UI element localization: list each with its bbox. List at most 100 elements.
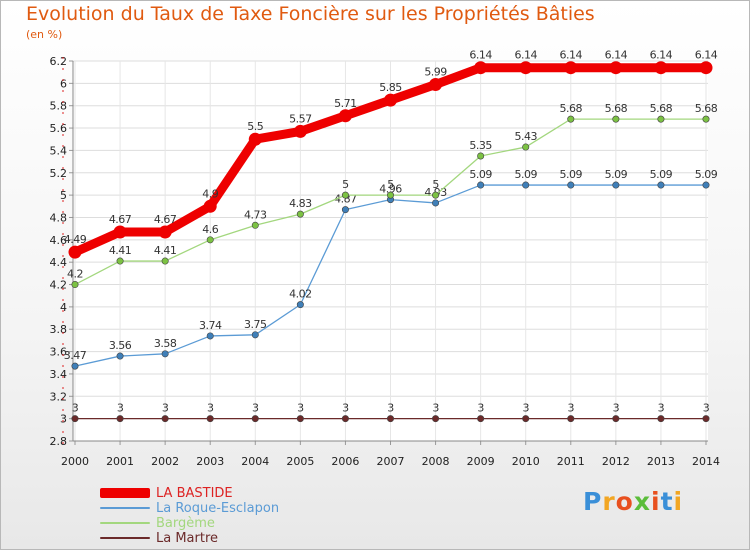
data-point-la-martre — [206, 415, 214, 423]
chart-title: Evolution du Taux de Taxe Foncière sur l… — [26, 3, 595, 25]
data-label-la-roque-esclapon: 3.74 — [199, 319, 222, 332]
data-point-bargeme — [341, 191, 349, 199]
x-tick-label: 2011 — [557, 455, 585, 468]
data-label-la-martre: 3 — [297, 402, 304, 415]
data-point-la-martre — [567, 415, 575, 423]
data-point-la-bastide — [158, 225, 172, 239]
legend-label: Bargème — [156, 516, 215, 531]
data-point-la-martre — [161, 415, 169, 423]
data-point-la-roque-esclapon — [251, 331, 259, 339]
data-point-la-martre — [657, 415, 665, 423]
data-point-bargeme — [206, 236, 214, 244]
data-label-bargeme: 5.43 — [514, 130, 537, 143]
data-point-la-bastide — [203, 199, 217, 213]
data-label-la-martre: 3 — [568, 402, 575, 415]
y-tick-label: 2.8 — [50, 435, 68, 448]
data-point-la-martre — [251, 415, 259, 423]
data-point-la-martre — [612, 415, 620, 423]
data-label-la-martre: 3 — [252, 402, 259, 415]
data-label-la-roque-esclapon: 3.58 — [154, 337, 177, 350]
legend-swatch — [100, 507, 150, 509]
data-point-bargeme — [702, 115, 710, 123]
y-tick-label: 3.2 — [50, 390, 68, 403]
data-point-bargeme — [296, 210, 304, 218]
data-label-bargeme: 5 — [432, 178, 439, 191]
logo-letter: P — [583, 487, 603, 516]
data-point-la-bastide — [699, 61, 713, 75]
data-label-bargeme: 5 — [342, 178, 349, 191]
legend-label: La Roque-Esclapon — [156, 501, 280, 516]
data-point-la-martre — [432, 415, 440, 423]
data-point-la-bastide — [384, 93, 397, 107]
data-point-bargeme — [567, 115, 575, 123]
data-label-la-martre: 3 — [72, 402, 79, 415]
data-label-bargeme: 4.41 — [109, 244, 132, 257]
data-label-la-roque-esclapon: 5.09 — [605, 168, 628, 181]
data-point-la-roque-esclapon — [432, 199, 440, 207]
data-point-la-bastide — [248, 132, 262, 146]
data-point-bargeme — [251, 221, 259, 229]
data-label-la-roque-esclapon: 5.09 — [650, 168, 673, 181]
x-tick-label: 2006 — [331, 455, 359, 468]
data-label-la-roque-esclapon: 3.75 — [244, 318, 267, 331]
legend-swatch — [100, 488, 150, 498]
data-label-la-roque-esclapon: 5.09 — [469, 168, 492, 181]
data-label-la-bastide: 6.14 — [469, 49, 492, 62]
y-tick-label: 4.6 — [50, 234, 68, 247]
data-point-la-bastide — [113, 225, 127, 239]
x-tick-label: 2014 — [692, 455, 720, 468]
data-point-la-bastide — [609, 61, 623, 75]
data-point-la-martre — [522, 415, 530, 423]
data-point-bargeme — [116, 257, 124, 265]
data-label-la-roque-esclapon: 3.47 — [64, 349, 87, 362]
data-label-la-martre: 3 — [522, 402, 529, 415]
data-point-la-martre — [702, 415, 710, 423]
data-label-la-roque-esclapon: 3.56 — [109, 339, 132, 352]
data-point-la-bastide — [564, 61, 578, 75]
line-chart: 2.833.23.43.63.844.24.44.64.855.25.45.65… — [50, 49, 721, 468]
y-tick-label: 5.2 — [50, 167, 68, 180]
data-label-bargeme: 5.68 — [560, 102, 583, 115]
y-tick-label: 4.2 — [50, 279, 68, 292]
x-tick-label: 2012 — [602, 455, 630, 468]
data-point-bargeme — [432, 191, 440, 199]
y-tick-label: 3 — [60, 413, 67, 426]
data-label-la-bastide: 6.14 — [695, 49, 718, 62]
data-label-la-bastide: 6.14 — [605, 49, 628, 62]
data-label-bargeme: 5.35 — [469, 139, 492, 152]
data-label-la-roque-esclapon: 4.87 — [334, 193, 357, 206]
y-tick-label: 4.8 — [50, 211, 68, 224]
data-point-la-roque-esclapon — [161, 350, 169, 358]
data-label-la-bastide: 5.57 — [289, 112, 312, 125]
data-point-bargeme — [477, 152, 485, 160]
data-point-la-roque-esclapon — [702, 181, 710, 189]
legend-swatch — [100, 522, 150, 524]
x-tick-label: 2002 — [151, 455, 179, 468]
data-label-la-roque-esclapon: 4.96 — [379, 183, 402, 196]
data-label-la-martre: 3 — [658, 402, 665, 415]
data-point-la-bastide — [429, 77, 443, 91]
data-point-bargeme — [657, 115, 665, 123]
y-tick-label: 4.4 — [50, 256, 68, 269]
y-tick-label: 3.8 — [50, 323, 68, 336]
legend-swatch — [100, 537, 150, 539]
data-point-la-martre — [296, 415, 304, 423]
data-point-la-roque-esclapon — [116, 352, 124, 360]
data-point-bargeme — [522, 143, 530, 151]
data-label-la-roque-esclapon: 5.09 — [514, 168, 537, 181]
data-label-la-bastide: 4.9 — [202, 187, 218, 200]
y-tick-label: 5.8 — [50, 100, 68, 113]
x-tick-label: 2004 — [241, 455, 269, 468]
data-point-la-roque-esclapon — [522, 181, 530, 189]
data-point-la-bastide — [338, 109, 352, 123]
data-label-bargeme: 4.6 — [202, 223, 218, 236]
logo-letter: t — [660, 487, 674, 516]
data-point-la-roque-esclapon — [567, 181, 575, 189]
data-point-la-roque-esclapon — [612, 181, 620, 189]
data-label-bargeme: 4.2 — [67, 268, 83, 281]
logo-letter: i — [651, 487, 661, 516]
data-label-bargeme: 4.83 — [289, 197, 312, 210]
data-label-la-martre: 3 — [477, 402, 484, 415]
data-label-la-bastide: 4.49 — [64, 233, 87, 246]
y-tick-label: 3.4 — [50, 368, 68, 381]
